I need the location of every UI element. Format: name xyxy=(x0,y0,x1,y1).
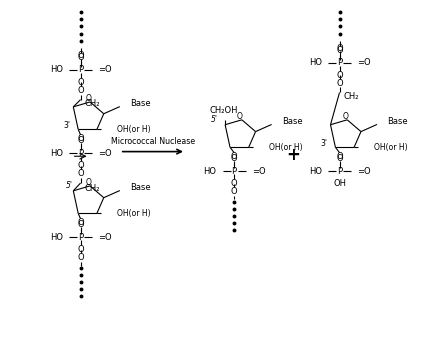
Text: HO: HO xyxy=(50,149,63,158)
Text: =O: =O xyxy=(98,233,112,242)
Text: O: O xyxy=(85,94,91,103)
Text: 3': 3' xyxy=(320,139,328,148)
Text: O: O xyxy=(85,178,91,187)
Text: O: O xyxy=(231,152,238,161)
Text: HO: HO xyxy=(309,58,322,67)
Text: OH(or H): OH(or H) xyxy=(117,209,151,218)
Text: O: O xyxy=(77,169,84,178)
Text: CH₂OH: CH₂OH xyxy=(209,106,238,115)
Text: =O: =O xyxy=(98,66,112,75)
Text: =O: =O xyxy=(252,167,266,176)
Text: O: O xyxy=(231,179,238,188)
Text: CH₂: CH₂ xyxy=(84,99,100,108)
Text: P: P xyxy=(78,233,83,242)
Text: Base: Base xyxy=(130,183,151,192)
Text: O: O xyxy=(77,51,84,60)
Text: P: P xyxy=(337,167,342,176)
Text: O: O xyxy=(77,86,84,95)
Text: P: P xyxy=(232,167,237,176)
Text: P: P xyxy=(337,58,342,67)
Text: O: O xyxy=(231,154,238,163)
Text: HO: HO xyxy=(50,66,63,75)
Text: O: O xyxy=(231,187,238,196)
Text: OH: OH xyxy=(333,179,346,188)
Text: +: + xyxy=(286,146,300,164)
Text: HO: HO xyxy=(50,233,63,242)
Text: O: O xyxy=(336,46,343,55)
Text: O: O xyxy=(237,112,243,121)
Text: O: O xyxy=(342,112,348,121)
Text: O: O xyxy=(77,220,84,229)
Text: =O: =O xyxy=(357,167,371,176)
Text: O: O xyxy=(77,161,84,170)
Text: 5': 5' xyxy=(66,181,73,190)
Text: =O: =O xyxy=(357,58,371,67)
Text: O: O xyxy=(336,44,343,53)
Text: P: P xyxy=(78,149,83,158)
Text: HO: HO xyxy=(203,167,216,176)
Text: O: O xyxy=(336,79,343,88)
Text: Micrococcal Nuclease: Micrococcal Nuclease xyxy=(111,137,195,146)
Text: =O: =O xyxy=(98,149,112,158)
Text: OH(or H): OH(or H) xyxy=(117,125,151,134)
Text: CH₂: CH₂ xyxy=(84,184,100,193)
Text: 3': 3' xyxy=(63,121,70,130)
Text: Base: Base xyxy=(282,117,302,126)
Text: P: P xyxy=(78,66,83,75)
Text: OH(or H): OH(or H) xyxy=(375,143,408,152)
Text: O: O xyxy=(77,136,84,145)
Text: 5': 5' xyxy=(211,115,218,124)
Text: HO: HO xyxy=(309,167,322,176)
Text: CH₂: CH₂ xyxy=(343,92,359,101)
Text: Base: Base xyxy=(130,99,151,108)
Text: OH(or H): OH(or H) xyxy=(269,143,303,152)
Text: O: O xyxy=(77,245,84,254)
Text: O: O xyxy=(77,218,84,227)
Text: Base: Base xyxy=(387,117,408,126)
Text: O: O xyxy=(77,78,84,87)
Text: O: O xyxy=(336,71,343,80)
Text: O: O xyxy=(77,134,84,143)
Text: O: O xyxy=(77,53,84,62)
Text: O: O xyxy=(336,152,343,161)
Text: O: O xyxy=(336,154,343,163)
Text: O: O xyxy=(77,253,84,262)
